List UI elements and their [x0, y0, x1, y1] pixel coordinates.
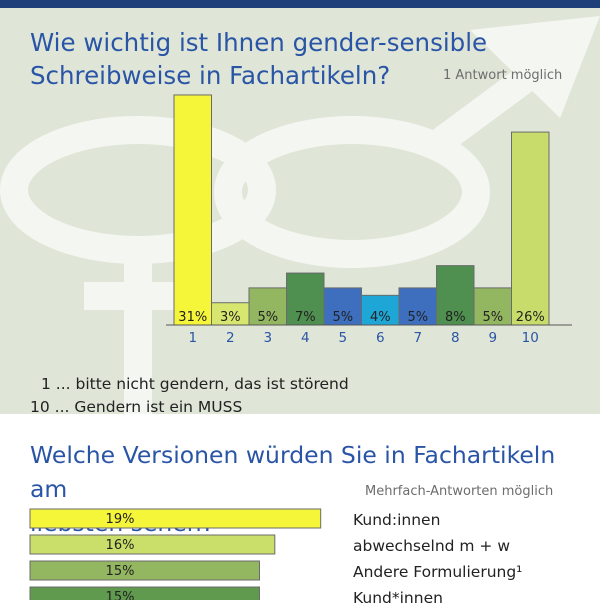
x-tick-label-1: 1: [188, 330, 197, 346]
survey2-title-line2: liebsten sehen?: [30, 509, 215, 537]
bar-value-label-7: 5%: [407, 310, 428, 325]
x-tick-label-9: 9: [488, 330, 497, 346]
x-tick-label-10: 10: [522, 330, 539, 346]
bar-value-label-1: 31%: [178, 310, 207, 325]
x-tick-label-4: 4: [301, 330, 310, 346]
scale-legend: 1 ... bitte nicht gendern, das ist störe…: [30, 373, 349, 414]
header-bar: [0, 0, 600, 8]
x-tick-label-7: 7: [413, 330, 422, 346]
hbar-value-label-2: 16%: [106, 538, 135, 553]
survey1-note: 1 Antwort möglich: [443, 68, 563, 83]
gender-symbols-background: [0, 16, 600, 414]
versions-labels: Kund:innen abwechselnd m + w Andere Formul…: [353, 507, 522, 611]
male-arrow-head: [470, 16, 600, 118]
hbar-value-label-3: 15%: [106, 564, 135, 579]
bar-value-label-4: 7%: [295, 310, 316, 325]
hbar-value-label-4: 15%: [106, 590, 135, 600]
importance-bar-chart: 31% 1 3% 2 5% 3 7% 4 5% 5 4% 6 5% 7 8% 8 5% 9 26% 10: [166, 94, 572, 346]
bar-8: [436, 265, 475, 326]
bar-value-label-6: 4%: [370, 310, 391, 325]
section-divider: [0, 414, 600, 434]
survey1-title-line2: Schreibweise in Fachartikeln?: [30, 61, 391, 90]
bar-value-label-3: 5%: [257, 310, 278, 325]
hbar-category-label: Andere Formulierung¹: [353, 563, 523, 581]
x-tick-label-2: 2: [226, 330, 235, 346]
x-tick-label-3: 3: [263, 330, 272, 346]
survey-panel-importance: Wie wichtig ist Ihnen gender-sensible Sc…: [0, 8, 600, 414]
survey1-title: Wie wichtig ist Ihnen gender-sensible Sc…: [30, 26, 490, 92]
scale-legend-low: 1 ... bitte nicht gendern, das ist störe…: [41, 375, 349, 393]
x-tick-label-6: 6: [376, 330, 385, 346]
bar-value-label-8: 8%: [445, 310, 466, 325]
x-tick-label-8: 8: [451, 330, 460, 346]
bar-value-label-9: 5%: [482, 310, 503, 325]
bar-value-label-10: 26%: [516, 310, 545, 325]
hbar-category-label: Kund*innen: [353, 589, 443, 607]
survey1-title-line1: Wie wichtig ist Ihnen gender-sensible: [30, 28, 488, 57]
hbar-category-label: Kund:innen: [353, 511, 441, 529]
x-tick-label-5: 5: [338, 330, 347, 346]
bar-value-label-5: 5%: [332, 310, 353, 325]
survey2-note: Mehrfach-Antworten möglich: [365, 484, 554, 499]
bar-9: [473, 287, 512, 326]
bar-7: [398, 287, 437, 326]
survey2-title-line1: Welche Versionen würden Sie in Fachartik…: [30, 441, 556, 503]
bar-10: [511, 131, 550, 326]
hbar-4: [29, 586, 260, 600]
hbar-3: [29, 560, 260, 581]
hbar-category-label: abwechselnd m + w: [353, 537, 511, 555]
bar-value-label-2: 3%: [220, 310, 241, 325]
scale-legend-high: 10 ... Gendern ist ein MUSS: [30, 398, 243, 414]
bar-1: [173, 94, 212, 326]
